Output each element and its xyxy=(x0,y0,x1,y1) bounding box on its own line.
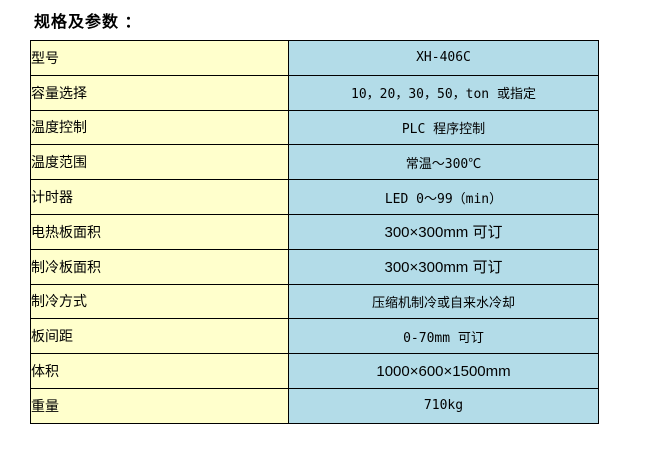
spec-value-model: XH-406C xyxy=(288,40,599,76)
table-row: 计时器 LED 0～99（min） xyxy=(30,179,599,215)
table-row: 体积 1000×600×1500mm xyxy=(30,353,599,389)
spec-label-timer: 计时器 xyxy=(30,179,289,215)
page-title: 规格及参数 ： xyxy=(34,14,142,31)
spec-label-model: 型号 xyxy=(30,40,289,76)
spec-table: 型号 XH-406C 容量选择 10，20，30，50，ton 或指定 温度控制… xyxy=(30,40,599,424)
table-row: 温度范围 常温～300℃ xyxy=(30,144,599,181)
spec-label-temp-range: 温度范围 xyxy=(30,144,289,181)
table-row: 制冷方式 压缩机制冷或自来水冷却 xyxy=(30,283,599,320)
table-row: 重量 710kg xyxy=(30,387,599,424)
spec-value-weight: 710kg xyxy=(288,387,599,424)
spec-value-cool-plate-area: 300×300mm 可订 xyxy=(288,248,599,285)
table-row: 制冷板面积 300×300mm 可订 xyxy=(30,248,599,285)
table-row: 型号 XH-406C xyxy=(30,40,599,76)
table-row: 电热板面积 300×300mm 可订 xyxy=(30,213,599,250)
table-row: 容量选择 10，20，30，50，ton 或指定 xyxy=(30,74,599,111)
spec-value-timer: LED 0～99（min） xyxy=(288,179,599,215)
spec-value-heat-plate-area: 300×300mm 可订 xyxy=(288,213,599,250)
spec-label-temp-control: 温度控制 xyxy=(30,109,289,146)
spec-value-cooling-method: 压缩机制冷或自来水冷却 xyxy=(288,283,599,320)
spec-label-cool-plate-area: 制冷板面积 xyxy=(30,248,289,285)
spec-value-temp-control: PLC 程序控制 xyxy=(288,109,599,146)
spec-label-volume: 体积 xyxy=(30,353,289,389)
table-row: 板间距 0-70mm 可订 xyxy=(30,318,599,355)
spec-value-plate-gap: 0-70mm 可订 xyxy=(288,318,599,355)
spec-label-cooling-method: 制冷方式 xyxy=(30,283,289,320)
spec-label-heat-plate-area: 电热板面积 xyxy=(30,213,289,250)
spec-label-capacity: 容量选择 xyxy=(30,74,289,111)
spec-label-weight: 重量 xyxy=(30,387,289,424)
table-row: 温度控制 PLC 程序控制 xyxy=(30,109,599,146)
spec-value-temp-range: 常温～300℃ xyxy=(288,144,599,181)
spec-label-plate-gap: 板间距 xyxy=(30,318,289,355)
spec-value-volume: 1000×600×1500mm xyxy=(288,353,599,389)
spec-value-capacity: 10，20，30，50，ton 或指定 xyxy=(288,74,599,111)
